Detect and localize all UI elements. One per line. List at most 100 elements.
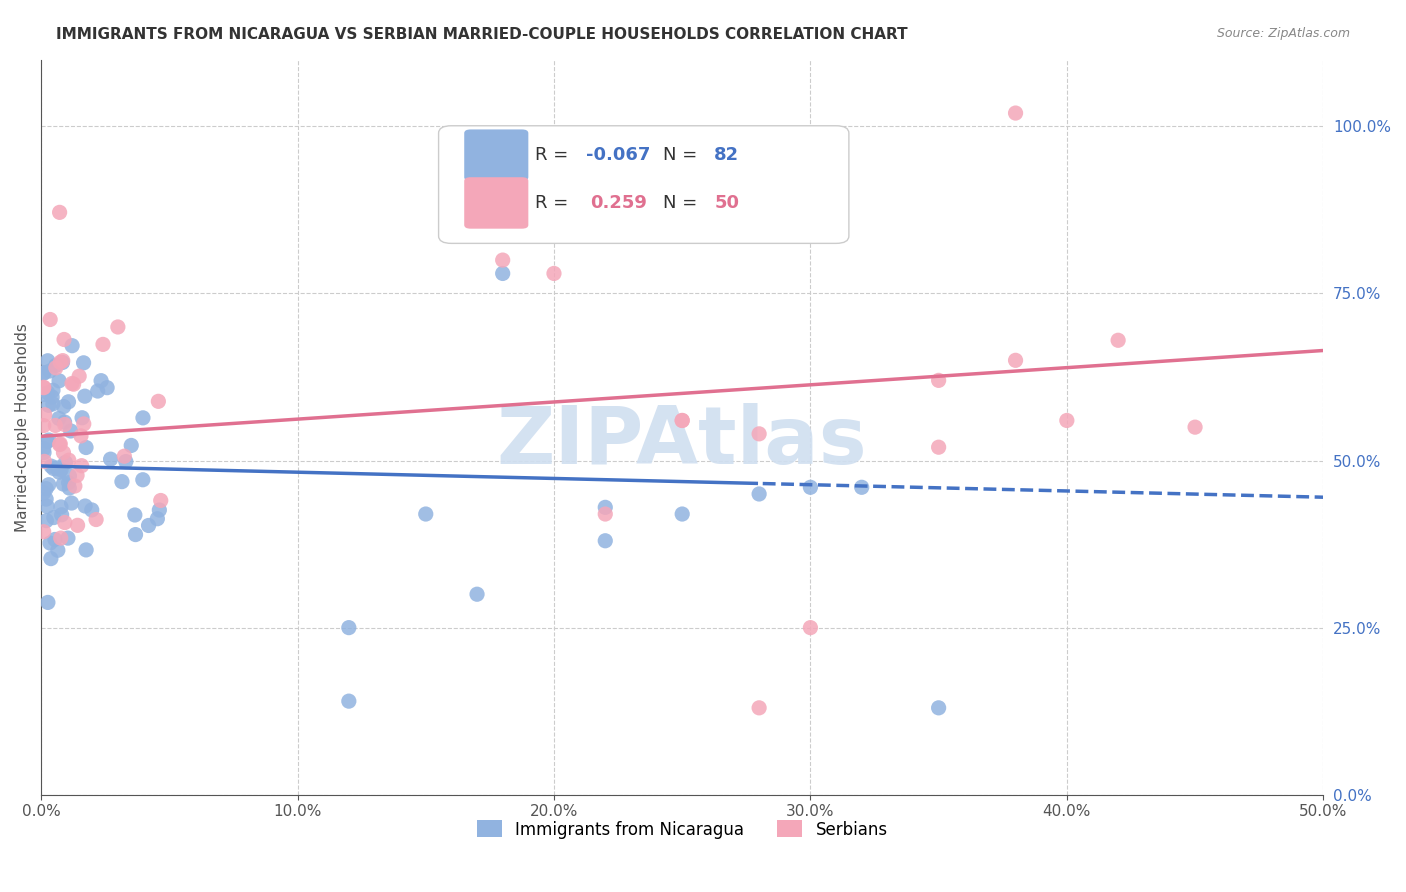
Immigrants from Nicaragua [72,356,94,370]
Immigrants from Nicaragua [55,455,77,469]
Immigrants from Nicaragua [41,390,63,404]
Immigrants from Nicaragua [593,500,616,515]
Immigrants from Nicaragua [86,384,108,398]
Serbians [928,440,950,454]
FancyBboxPatch shape [439,126,849,244]
Immigrants from Nicaragua [132,410,155,425]
Immigrants from Nicaragua [748,487,770,501]
Serbians [593,507,616,521]
Serbians [84,512,107,526]
Immigrants from Nicaragua [39,551,62,566]
Serbians [799,621,821,635]
Immigrants from Nicaragua [60,496,83,510]
Immigrants from Nicaragua [42,384,65,398]
Serbians [70,458,93,473]
Immigrants from Nicaragua [73,389,96,403]
Immigrants from Nicaragua [32,485,55,500]
Immigrants from Nicaragua [51,355,73,369]
Immigrants from Nicaragua [70,410,93,425]
Text: IMMIGRANTS FROM NICARAGUA VS SERBIAN MARRIED-COUPLE HOUSEHOLDS CORRELATION CHART: IMMIGRANTS FROM NICARAGUA VS SERBIAN MAR… [56,27,908,42]
Immigrants from Nicaragua [799,480,821,494]
Serbians [58,453,80,467]
Serbians [1056,413,1078,427]
Serbians [53,516,76,530]
Serbians [66,468,89,483]
Text: 0.259: 0.259 [591,194,647,212]
Immigrants from Nicaragua [52,477,75,491]
Text: N =: N = [664,146,703,164]
Serbians [73,417,96,431]
Serbians [62,377,84,392]
Immigrants from Nicaragua [75,499,97,513]
Immigrants from Nicaragua [96,381,118,395]
Serbians [748,426,770,441]
Serbians [34,454,56,468]
Immigrants from Nicaragua [49,500,72,514]
Immigrants from Nicaragua [32,445,55,459]
Serbians [32,380,55,394]
Immigrants from Nicaragua [52,400,75,414]
Serbians [91,337,114,351]
Immigrants from Nicaragua [48,465,70,479]
Immigrants from Nicaragua [35,514,58,528]
Serbians [671,413,693,427]
Text: R =: R = [534,194,579,212]
Immigrants from Nicaragua [32,366,55,380]
Serbians [44,418,66,433]
Serbians [32,381,55,395]
Immigrants from Nicaragua [111,475,134,489]
FancyBboxPatch shape [464,178,529,228]
Immigrants from Nicaragua [671,507,693,521]
Immigrants from Nicaragua [39,536,62,550]
Immigrants from Nicaragua [42,397,65,411]
Immigrants from Nicaragua [114,454,136,468]
Immigrants from Nicaragua [415,507,437,521]
Serbians [48,205,70,219]
Serbians [70,429,93,443]
Immigrants from Nicaragua [100,452,122,467]
Serbians [67,369,90,384]
Immigrants from Nicaragua [90,374,112,388]
Immigrants from Nicaragua [851,480,873,494]
Immigrants from Nicaragua [49,463,72,477]
Serbians [39,312,62,326]
Immigrants from Nicaragua [58,475,80,490]
Immigrants from Nicaragua [120,438,142,452]
Y-axis label: Married-couple Households: Married-couple Households [15,323,30,532]
Immigrants from Nicaragua [39,459,62,474]
Immigrants from Nicaragua [37,595,59,609]
Immigrants from Nicaragua [35,492,58,507]
Serbians [48,437,70,451]
Serbians [49,531,72,545]
Serbians [60,376,83,391]
Serbians [1004,353,1026,368]
Text: N =: N = [664,194,703,212]
Text: -0.067: -0.067 [586,146,651,164]
Immigrants from Nicaragua [146,512,169,526]
Immigrants from Nicaragua [32,366,55,380]
Immigrants from Nicaragua [124,508,146,522]
Serbians [148,394,170,409]
Serbians [53,417,76,432]
Immigrants from Nicaragua [48,411,70,425]
Serbians [53,333,76,347]
Immigrants from Nicaragua [42,510,65,524]
Text: Source: ZipAtlas.com: Source: ZipAtlas.com [1216,27,1350,40]
Immigrants from Nicaragua [58,481,80,495]
Immigrants from Nicaragua [48,374,70,388]
Serbians [32,418,55,433]
Legend: Immigrants from Nicaragua, Serbians: Immigrants from Nicaragua, Serbians [470,814,894,846]
Serbians [45,360,67,375]
Serbians [543,267,565,281]
Immigrants from Nicaragua [337,621,360,635]
Immigrants from Nicaragua [32,442,55,456]
Immigrants from Nicaragua [58,469,80,483]
Immigrants from Nicaragua [44,533,66,547]
Immigrants from Nicaragua [38,398,60,412]
Serbians [66,518,89,533]
Serbians [49,437,72,451]
Immigrants from Nicaragua [80,503,103,517]
Serbians [748,701,770,715]
Serbians [112,449,135,463]
Immigrants from Nicaragua [60,339,83,353]
